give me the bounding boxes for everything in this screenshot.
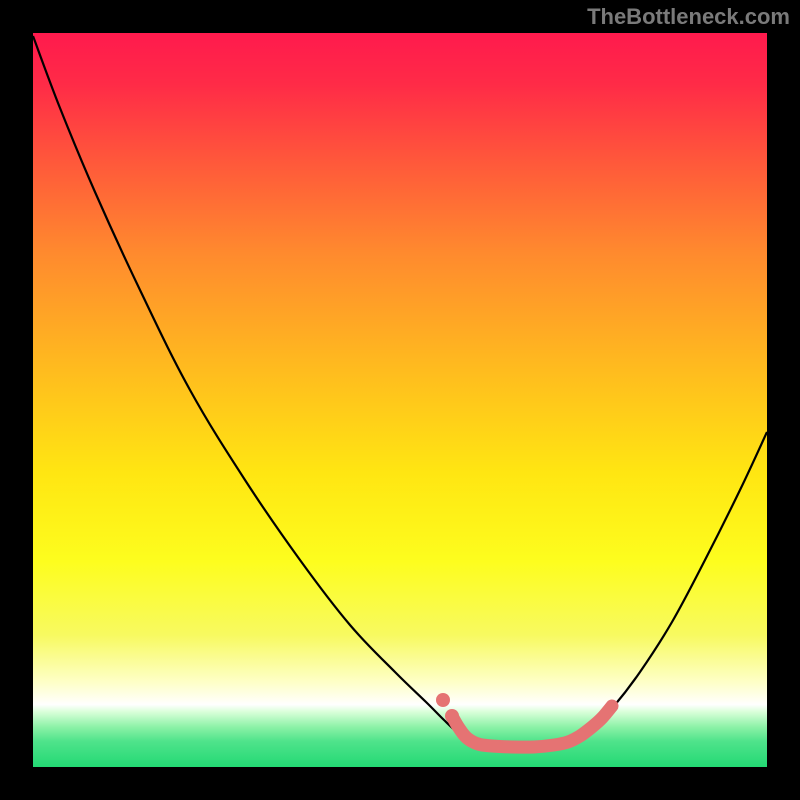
highlight-dot (436, 693, 450, 707)
highlight-dot (445, 709, 459, 723)
watermark-text: TheBottleneck.com (587, 4, 790, 30)
chart-svg (0, 0, 800, 800)
plot-background (33, 33, 767, 767)
